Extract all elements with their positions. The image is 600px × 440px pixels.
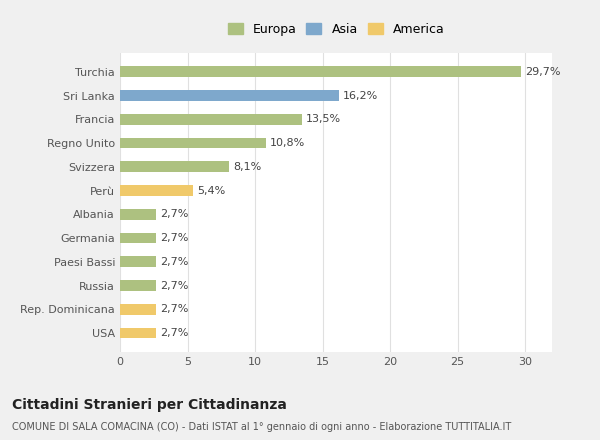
Bar xyxy=(120,66,521,77)
Bar xyxy=(120,328,157,338)
Text: 16,2%: 16,2% xyxy=(343,91,378,100)
Text: 8,1%: 8,1% xyxy=(233,162,262,172)
Text: 13,5%: 13,5% xyxy=(307,114,341,124)
Bar xyxy=(120,257,157,267)
Bar xyxy=(120,138,266,148)
Text: Cittadini Stranieri per Cittadinanza: Cittadini Stranieri per Cittadinanza xyxy=(12,398,287,412)
Bar xyxy=(120,161,229,172)
Text: 2,7%: 2,7% xyxy=(161,281,189,290)
Bar xyxy=(120,304,157,315)
Text: 2,7%: 2,7% xyxy=(161,209,189,219)
Bar xyxy=(120,114,302,125)
Text: 2,7%: 2,7% xyxy=(161,233,189,243)
Text: 2,7%: 2,7% xyxy=(161,257,189,267)
Text: 5,4%: 5,4% xyxy=(197,186,225,195)
Bar xyxy=(120,185,193,196)
Text: 10,8%: 10,8% xyxy=(270,138,305,148)
Bar xyxy=(120,90,338,101)
Text: 2,7%: 2,7% xyxy=(161,328,189,338)
Text: COMUNE DI SALA COMACINA (CO) - Dati ISTAT al 1° gennaio di ogni anno - Elaborazi: COMUNE DI SALA COMACINA (CO) - Dati ISTA… xyxy=(12,422,511,432)
Bar xyxy=(120,280,157,291)
Legend: Europa, Asia, America: Europa, Asia, America xyxy=(225,20,447,38)
Bar xyxy=(120,209,157,220)
Bar xyxy=(120,233,157,243)
Text: 29,7%: 29,7% xyxy=(525,67,560,77)
Text: 2,7%: 2,7% xyxy=(161,304,189,314)
